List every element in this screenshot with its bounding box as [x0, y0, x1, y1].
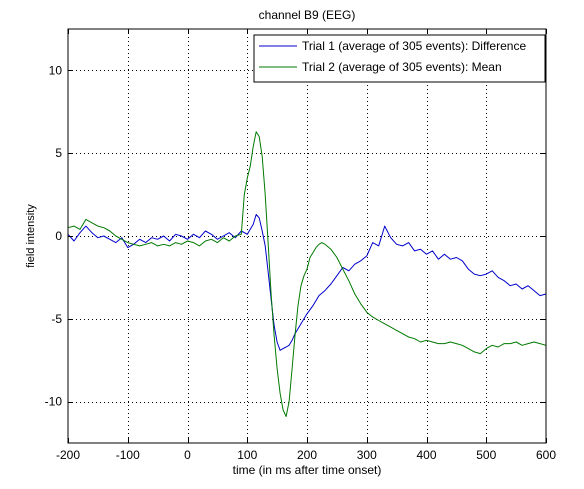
y-tick-label: 10: [49, 63, 63, 77]
plot-area: [68, 29, 546, 443]
legend-label-trial2: Trial 2 (average of 305 events): Mean: [302, 60, 502, 74]
x-tick-label: 0: [184, 448, 191, 462]
series-line-trial2: [67, 131, 547, 417]
tick-layer: -200 -100 0 100 200 300 400 500 600 -10 -5 0 5 10: [45, 29, 556, 462]
x-tick-label: -200: [56, 448, 80, 462]
grid-layer: [68, 29, 546, 443]
legend-box: [253, 34, 546, 83]
legend: Trial 1 (average of 305 events): Differe…: [253, 34, 546, 83]
x-tick-label: 400: [416, 448, 436, 462]
x-tick-label: 300: [357, 448, 377, 462]
x-tick-label: 200: [297, 448, 317, 462]
legend-label-trial1: Trial 1 (average of 305 events): Differe…: [302, 39, 526, 53]
y-tick-label: -10: [45, 395, 63, 409]
y-tick-label: 0: [55, 229, 62, 243]
y-tick-label: 5: [55, 146, 62, 160]
x-tick-label: -100: [116, 448, 140, 462]
y-axis-label: field intensity: [25, 204, 37, 268]
x-tick-label: 100: [237, 448, 257, 462]
x-tick-label: 500: [476, 448, 496, 462]
series-layer: [67, 131, 547, 417]
x-tick-label: 600: [536, 448, 556, 462]
x-axis-label: time (in ms after time onset): [233, 463, 382, 477]
y-tick-label: -5: [51, 312, 62, 326]
chart-title: channel B9 (EEG): [259, 8, 356, 22]
series-line-trial1: [67, 214, 547, 351]
